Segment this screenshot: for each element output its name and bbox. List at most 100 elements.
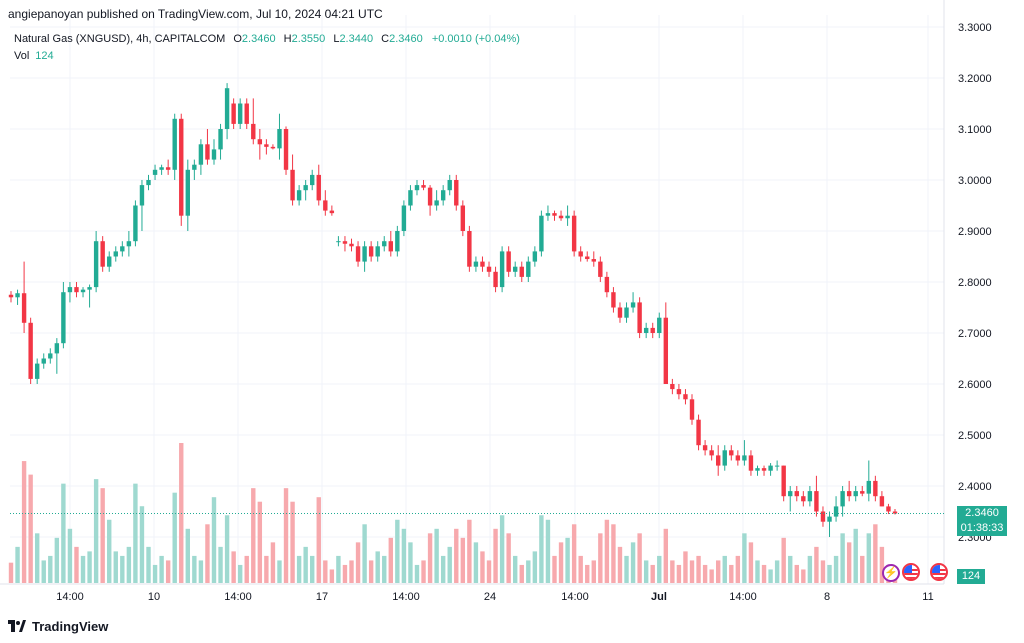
volume-bar: [211, 497, 217, 583]
volume-bar: [513, 555, 518, 583]
volume-bar: [794, 564, 799, 583]
current-price: 2.3460: [965, 507, 999, 519]
candle-body: [545, 213, 551, 216]
x-tick-label: 11: [922, 591, 933, 603]
candle-body: [519, 266, 524, 277]
candle-body: [794, 491, 799, 497]
candle-body: [434, 200, 439, 206]
candle-body: [401, 205, 407, 231]
symbol-legend: Natural Gas (XNGUSD), 4h, CAPITALCOM O2.…: [14, 33, 520, 45]
candle-body: [493, 271, 498, 288]
candle-body: [244, 103, 249, 124]
candle-body: [539, 215, 544, 252]
candle-body: [290, 169, 295, 201]
volume-bar: [342, 564, 348, 583]
candle-body: [100, 241, 105, 267]
x-tick-label: 14:00: [561, 591, 589, 603]
candle-body: [146, 180, 151, 186]
volume-bar: [722, 555, 727, 583]
volume-bar: [414, 564, 420, 583]
volume-bar: [41, 560, 46, 583]
candle-body: [807, 491, 813, 502]
volume-bar: [133, 483, 138, 583]
candle-body: [408, 190, 413, 206]
candle-body: [729, 450, 734, 456]
volume-bar: [604, 519, 610, 583]
volume-bar: [840, 533, 845, 583]
volume-bar: [820, 560, 826, 583]
candle-body: [237, 103, 243, 124]
volume-bar: [237, 564, 243, 583]
lightning-icon[interactable]: ⚡: [882, 564, 900, 582]
volume-bar: [244, 555, 249, 583]
volume-bar: [100, 488, 105, 583]
candle-body: [342, 241, 348, 244]
candle-body: [414, 185, 420, 191]
volume-bar: [21, 461, 27, 583]
volume-bar: [434, 528, 439, 583]
candle-body: [224, 88, 230, 129]
candle-body: [270, 146, 276, 149]
candle-body: [506, 251, 511, 272]
candle-body: [761, 468, 767, 471]
candle-body: [630, 302, 636, 308]
candle-body: [440, 190, 446, 201]
candle-body: [473, 261, 479, 267]
candle-body: [788, 491, 793, 497]
candle-body: [873, 480, 878, 497]
volume-bar: [591, 560, 596, 583]
volume-bar: [74, 546, 79, 583]
candle-body: [650, 327, 655, 333]
volume-tag: 124: [957, 569, 985, 584]
volume-bar: [663, 528, 669, 583]
candle-body: [722, 450, 727, 466]
volume-bar: [637, 533, 642, 583]
volume-bar: [120, 555, 125, 583]
volume-bar: [676, 564, 682, 583]
candle-body: [421, 185, 426, 188]
candle-body: [277, 129, 282, 149]
candle-body: [303, 185, 308, 191]
candle-body: [329, 210, 335, 214]
candle-body: [192, 164, 197, 170]
volume-bar: [165, 560, 171, 583]
volume-bar: [578, 555, 583, 583]
volume-bar: [748, 542, 754, 583]
us-flag-icon[interactable]: [930, 563, 948, 581]
candle-body: [709, 450, 714, 456]
volume-bar: [296, 555, 302, 583]
candle-body: [231, 103, 236, 124]
x-tick-label: 14:00: [392, 591, 420, 603]
volume-bar: [172, 492, 177, 583]
candle-body: [382, 241, 387, 247]
candle-body: [617, 307, 623, 318]
volume-bar: [355, 542, 361, 583]
candle-body: [310, 174, 315, 186]
volume-bar: [630, 542, 636, 583]
candle-body: [454, 180, 459, 206]
candle-body: [74, 287, 79, 293]
y-tick-label: 3.1000: [958, 124, 992, 136]
candle-body: [113, 251, 118, 257]
candle-body: [251, 123, 256, 140]
volume-bar: [375, 551, 380, 583]
volume-bar: [34, 533, 40, 583]
volume-bar: [349, 560, 354, 583]
candle-body: [499, 251, 505, 288]
volume-bar: [846, 542, 852, 583]
volume-bar: [486, 560, 492, 583]
us-flag-icon[interactable]: [902, 563, 920, 581]
candle-body: [283, 129, 289, 170]
volume-bar: [558, 542, 564, 583]
volume-bar: [519, 564, 524, 583]
candle-body: [139, 185, 145, 206]
volume-bar: [48, 555, 53, 583]
volume-bar: [54, 537, 60, 583]
tradingview-footer[interactable]: TradingView: [8, 619, 108, 635]
candle-body: [716, 455, 721, 466]
y-tick-label: 2.6000: [958, 379, 992, 391]
candle-body: [565, 215, 570, 219]
y-tick-label: 2.8000: [958, 277, 992, 289]
x-tick-label: 17: [316, 591, 328, 603]
